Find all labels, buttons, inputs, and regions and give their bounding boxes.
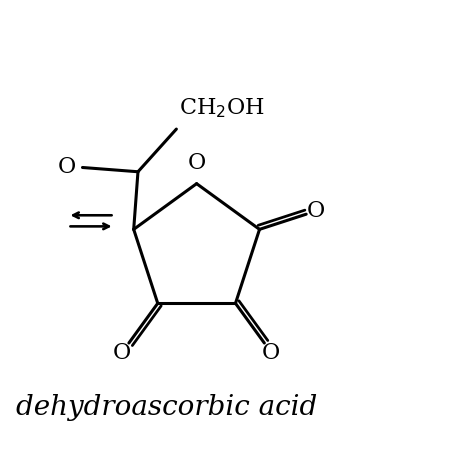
Text: O: O	[262, 342, 281, 364]
Text: O: O	[113, 342, 131, 364]
Text: O: O	[58, 156, 76, 179]
Text: O: O	[307, 200, 326, 222]
Text: O: O	[188, 152, 206, 174]
Text: dehydroascorbic acid: dehydroascorbic acid	[16, 394, 318, 421]
Text: CH$_2$OH: CH$_2$OH	[179, 96, 264, 120]
